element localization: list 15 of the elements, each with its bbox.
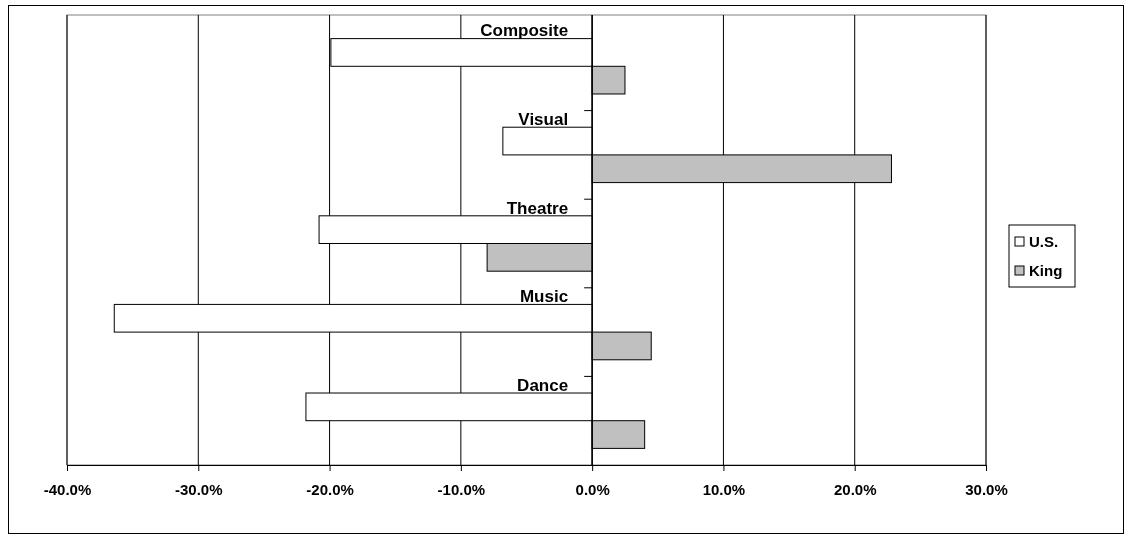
x-tick-label: 10.0% [702,481,746,498]
legend-label: U.S. [1029,233,1059,250]
x-tick-label: -30.0% [175,481,223,498]
y-tick-label: Music [519,287,569,307]
x-tick-label: -40.0% [43,481,92,498]
x-tick-label: -20.0% [306,481,354,498]
y-tick-label: Composite [480,21,569,41]
y-tick-label: Visual [518,109,569,129]
x-tick-label: -10.0% [437,481,486,498]
x-tick-label: 0.0% [575,481,610,498]
x-tick-label: 20.0% [833,481,877,498]
y-tick-label: Dance [517,375,569,395]
x-tick-label: 30.0% [965,481,1008,498]
y-tick-label: Theatre [506,198,569,218]
legend-label: King [1029,262,1063,279]
